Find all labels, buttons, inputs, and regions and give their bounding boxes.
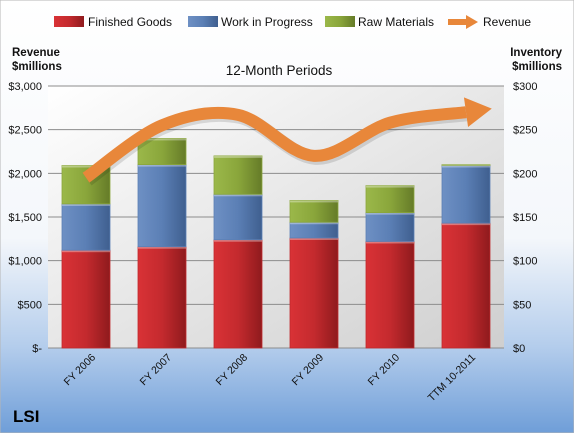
bar-finished-goods	[137, 246, 187, 349]
bar-work-in-progress	[61, 203, 111, 251]
bar-raw-materials-highlight	[62, 165, 110, 168]
legend-label-finished-goods: Finished Goods	[88, 15, 172, 29]
bar-work-in-progress	[137, 164, 187, 248]
left-tick-label: $2,500	[8, 125, 42, 137]
chart-title: 12-Month Periods	[226, 63, 333, 78]
bar-finished-goods-highlight	[214, 239, 262, 242]
brand-label: LSI	[13, 407, 39, 426]
bar-raw-materials	[289, 200, 339, 223]
bar-raw-materials	[441, 164, 491, 166]
bar-raw-materials-highlight	[138, 138, 186, 141]
left-axis-label-line2: $millions	[12, 61, 62, 73]
right-tick-label: $100	[513, 256, 537, 268]
right-tick-label: $0	[513, 343, 525, 355]
bar-work-in-progress	[213, 193, 263, 241]
right-tick-label: $150	[513, 212, 537, 224]
revenue-line	[82, 97, 492, 186]
bar-raw-materials	[213, 155, 263, 195]
bar-work-in-progress	[289, 221, 339, 239]
bar-raw-materials-highlight	[366, 185, 414, 188]
revenue-line-path	[82, 106, 467, 183]
left-tick-label: $3,000	[8, 81, 42, 93]
bar-work-in-progress-highlight	[290, 222, 338, 225]
bar-work-in-progress-highlight	[366, 212, 414, 215]
right-tick-label: $200	[513, 168, 537, 180]
bar-work-in-progress-highlight	[138, 164, 186, 167]
bar-raw-materials-highlight	[442, 164, 490, 166]
bar-raw-materials	[365, 185, 415, 214]
legend-label-raw-materials: Raw Materials	[358, 15, 434, 29]
left-tick-label: $1,000	[8, 256, 42, 268]
legend-arrow-revenue	[448, 15, 478, 29]
bar-work-in-progress-highlight	[442, 165, 490, 168]
bar-finished-goods-highlight	[442, 223, 490, 226]
legend: Finished Goods Work in Progress Raw Mate…	[54, 15, 531, 29]
bar-finished-goods-highlight	[138, 246, 186, 249]
bar-finished-goods	[441, 222, 491, 349]
revenue-arrowhead	[463, 97, 492, 128]
gridlines	[48, 85, 504, 349]
bar-finished-goods	[289, 237, 339, 349]
bar-finished-goods	[213, 239, 263, 349]
bar-raw-materials-highlight	[290, 200, 338, 203]
left-tick-label: $1,500	[8, 212, 42, 224]
legend-label-revenue: Revenue	[483, 15, 531, 29]
legend-swatch-finished-goods	[54, 16, 84, 27]
bar-finished-goods-highlight	[62, 250, 110, 253]
right-tick-label: $50	[513, 299, 531, 311]
left-axis-ticks: $- $500 $1,000 $1,500 $2,000 $2,500 $3,000	[8, 81, 42, 355]
right-axis-label-line1: Inventory	[510, 47, 562, 59]
legend-swatch-raw-materials	[325, 16, 355, 27]
bar-raw-materials	[137, 137, 187, 165]
bar-work-in-progress-highlight	[214, 194, 262, 197]
bar-finished-goods	[365, 241, 415, 349]
left-tick-label: $-	[32, 343, 42, 355]
bar-work-in-progress	[441, 165, 491, 224]
legend-label-work-in-progress: Work in Progress	[221, 15, 313, 29]
left-tick-label: $2,000	[8, 168, 42, 180]
left-axis-label-line1: Revenue	[12, 47, 60, 59]
bar-finished-goods-highlight	[290, 237, 338, 240]
bar-work-in-progress	[365, 212, 415, 242]
right-tick-label: $250	[513, 125, 537, 137]
bar-finished-goods	[61, 249, 111, 349]
right-axis-ticks: $0 $50 $100 $150 $200 $250 $300	[513, 81, 537, 355]
legend-swatch-work-in-progress	[188, 16, 218, 27]
bar-finished-goods-highlight	[366, 241, 414, 244]
bar-work-in-progress-highlight	[62, 203, 110, 206]
left-tick-label: $500	[18, 299, 42, 311]
right-axis-label-line2: $millions	[512, 61, 562, 73]
bars	[61, 137, 491, 349]
right-tick-label: $300	[513, 81, 537, 93]
bar-raw-materials-highlight	[214, 155, 262, 158]
